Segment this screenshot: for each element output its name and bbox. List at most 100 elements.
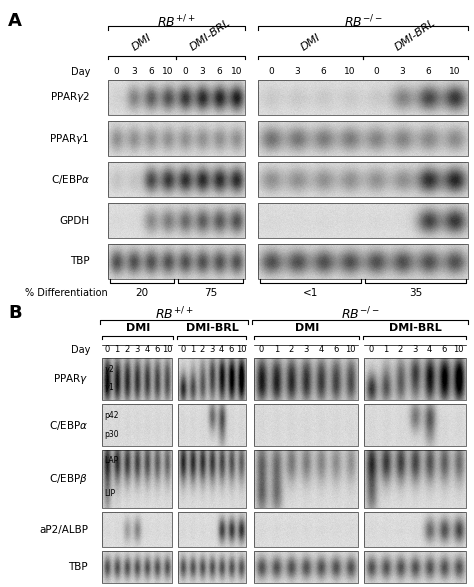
Text: $RB^{+/+}$: $RB^{+/+}$	[157, 14, 196, 31]
Bar	[364, 551, 466, 583]
Text: PPAR$\gamma$2: PPAR$\gamma$2	[49, 90, 90, 104]
Bar	[254, 450, 358, 508]
Text: $RB^{-/-}$: $RB^{-/-}$	[344, 14, 382, 31]
Bar	[178, 512, 246, 547]
Bar	[108, 121, 245, 156]
Text: C/EBP$\alpha$: C/EBP$\alpha$	[51, 173, 90, 186]
Text: 6: 6	[148, 68, 154, 76]
Text: 10: 10	[454, 346, 464, 355]
Text: 10: 10	[231, 68, 242, 76]
Text: 6: 6	[333, 346, 338, 355]
Text: DMI-BRL: DMI-BRL	[186, 323, 238, 333]
Text: $RB^{+/+}$: $RB^{+/+}$	[155, 306, 193, 323]
Text: DMI: DMI	[126, 323, 150, 333]
Text: 3: 3	[131, 68, 137, 76]
Text: 6: 6	[426, 68, 431, 76]
Text: 3: 3	[303, 346, 309, 355]
Text: 2: 2	[398, 346, 403, 355]
Bar	[364, 404, 466, 446]
Text: p42: p42	[104, 411, 118, 420]
Bar	[364, 450, 466, 508]
Bar	[102, 404, 172, 446]
Bar	[364, 358, 466, 400]
Text: 3: 3	[210, 346, 215, 355]
Text: 3: 3	[199, 68, 205, 76]
Text: 20: 20	[136, 288, 149, 298]
Text: DMI: DMI	[299, 32, 322, 53]
Text: LAP: LAP	[104, 456, 118, 465]
Bar	[364, 512, 466, 547]
Text: DMI: DMI	[130, 32, 154, 53]
Text: 10: 10	[346, 346, 356, 355]
Text: 10: 10	[162, 68, 173, 76]
Text: GPDH: GPDH	[60, 215, 90, 225]
Bar	[178, 358, 246, 400]
Bar	[254, 358, 358, 400]
Text: 3: 3	[294, 68, 300, 76]
Text: 35: 35	[409, 288, 422, 298]
Text: 3: 3	[400, 68, 405, 76]
Text: DMI: DMI	[295, 323, 319, 333]
Text: TBP: TBP	[70, 257, 90, 266]
Text: 0: 0	[259, 346, 264, 355]
Text: 0: 0	[182, 68, 188, 76]
Text: 1: 1	[190, 346, 195, 355]
Text: 0: 0	[373, 68, 379, 76]
Text: 4: 4	[219, 346, 224, 355]
Bar	[258, 121, 468, 156]
Text: Day: Day	[71, 345, 90, 355]
Text: C/EBP$\beta$: C/EBP$\beta$	[49, 472, 88, 486]
Bar	[258, 203, 468, 238]
Text: 4: 4	[145, 346, 150, 355]
Text: p30: p30	[104, 430, 118, 438]
Bar	[108, 244, 245, 279]
Text: 1: 1	[383, 346, 389, 355]
Bar	[258, 244, 468, 279]
Text: 4: 4	[318, 346, 323, 355]
Text: 1: 1	[114, 346, 119, 355]
Text: $\gamma$2: $\gamma$2	[104, 363, 115, 376]
Text: 2: 2	[289, 346, 294, 355]
Text: % Differentiation: % Differentiation	[25, 288, 108, 298]
Text: B: B	[8, 304, 22, 322]
Text: 10: 10	[162, 346, 172, 355]
Text: TBP: TBP	[68, 562, 88, 572]
Text: C/EBP$\alpha$: C/EBP$\alpha$	[49, 419, 88, 431]
Bar	[254, 512, 358, 547]
Text: PPAR$\gamma$1: PPAR$\gamma$1	[49, 131, 90, 146]
Bar	[254, 551, 358, 583]
Text: 2: 2	[200, 346, 205, 355]
Bar	[108, 80, 245, 115]
Bar	[178, 551, 246, 583]
Text: 10: 10	[236, 346, 246, 355]
Text: 2: 2	[124, 346, 129, 355]
Text: 6: 6	[321, 68, 327, 76]
Text: 75: 75	[204, 288, 218, 298]
Text: Day: Day	[71, 67, 90, 77]
Text: $\gamma$1: $\gamma$1	[104, 381, 115, 394]
Text: 6: 6	[441, 346, 447, 355]
Text: $RB^{-/-}$: $RB^{-/-}$	[341, 306, 379, 323]
Text: DMI-BRL: DMI-BRL	[389, 323, 441, 333]
Text: 3: 3	[134, 346, 140, 355]
Text: 1: 1	[273, 346, 279, 355]
Text: 0: 0	[114, 68, 119, 76]
Bar	[102, 358, 172, 400]
Text: 4: 4	[427, 346, 432, 355]
Bar	[102, 551, 172, 583]
Bar	[108, 203, 245, 238]
Bar	[102, 450, 172, 508]
Text: DMI-BRL: DMI-BRL	[189, 18, 233, 53]
Text: 0: 0	[369, 346, 374, 355]
Bar	[178, 404, 246, 446]
Text: 3: 3	[412, 346, 418, 355]
Text: 6: 6	[155, 346, 160, 355]
Bar	[254, 404, 358, 446]
Text: 0: 0	[104, 346, 109, 355]
Text: <1: <1	[303, 288, 318, 298]
Text: aP2/ALBP: aP2/ALBP	[39, 525, 88, 535]
Bar	[258, 80, 468, 115]
Text: 6: 6	[217, 68, 222, 76]
Bar	[102, 512, 172, 547]
Text: DMI-BRL: DMI-BRL	[393, 18, 438, 53]
